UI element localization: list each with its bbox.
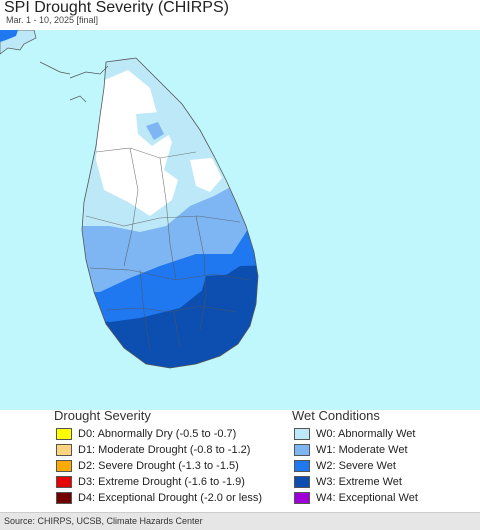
swatch-d1	[56, 444, 72, 456]
swatch-d0	[56, 428, 72, 440]
swatch-w0	[294, 428, 310, 440]
zone-blue-patch	[146, 122, 164, 140]
zone-normal-east	[190, 158, 222, 192]
india-coast-blue	[0, 30, 18, 42]
legend-label-w1: W1: Moderate Wet	[316, 444, 408, 456]
swatch-w3	[294, 476, 310, 488]
zone-extreme-south	[146, 320, 194, 354]
adams-bridge	[39, 61, 71, 75]
swatch-d4	[56, 492, 72, 504]
legend: Drought Severity D0: Abnormally Dry (-0.…	[0, 405, 480, 513]
legend-label-w3: W3: Extreme Wet	[316, 476, 402, 488]
mannar-island	[69, 95, 87, 103]
map-date-range: Mar. 1 - 10, 2025 [final]	[6, 15, 99, 25]
sri-lanka-map	[0, 30, 480, 410]
swatch-w1	[294, 444, 310, 456]
zone-normal	[96, 70, 178, 216]
legend-label-d4: D4: Exceptional Drought (-2.0 or less)	[78, 492, 263, 504]
legend-label-d3: D3: Extreme Drought (-1.6 to -1.9)	[78, 476, 245, 488]
wet-legend-title: Wet Conditions	[292, 408, 380, 423]
legend-label-d2: D2: Severe Drought (-1.3 to -1.5)	[78, 460, 239, 472]
swatch-w4	[294, 492, 310, 504]
legend-label-w2: W2: Severe Wet	[316, 460, 396, 472]
legend-label-w4: W4: Exceptional Wet	[316, 492, 418, 504]
legend-label-d1: D1: Moderate Drought (-0.8 to -1.2)	[78, 444, 251, 456]
legend-label-w0: W0: Abnormally Wet	[316, 428, 416, 440]
legend-label-d0: D0: Abnormally Dry (-0.5 to -0.7)	[78, 428, 237, 440]
map-title: SPI Drought Severity (CHIRPS)	[4, 0, 229, 16]
source-credit: Source: CHIRPS, UCSB, Climate Hazards Ce…	[4, 516, 203, 526]
map-header: SPI Drought Severity (CHIRPS) Mar. 1 - 1…	[0, 0, 480, 30]
district-boundaries	[85, 147, 251, 351]
drought-legend-title: Drought Severity	[54, 408, 151, 423]
swatch-w2	[294, 460, 310, 472]
island-outline	[81, 57, 259, 369]
jaffna-peninsula	[69, 65, 109, 79]
footer: Source: CHIRPS, UCSB, Climate Hazards Ce…	[0, 512, 480, 530]
zone-extreme-east	[198, 274, 246, 330]
swatch-d2	[56, 460, 72, 472]
swatch-d3	[56, 476, 72, 488]
